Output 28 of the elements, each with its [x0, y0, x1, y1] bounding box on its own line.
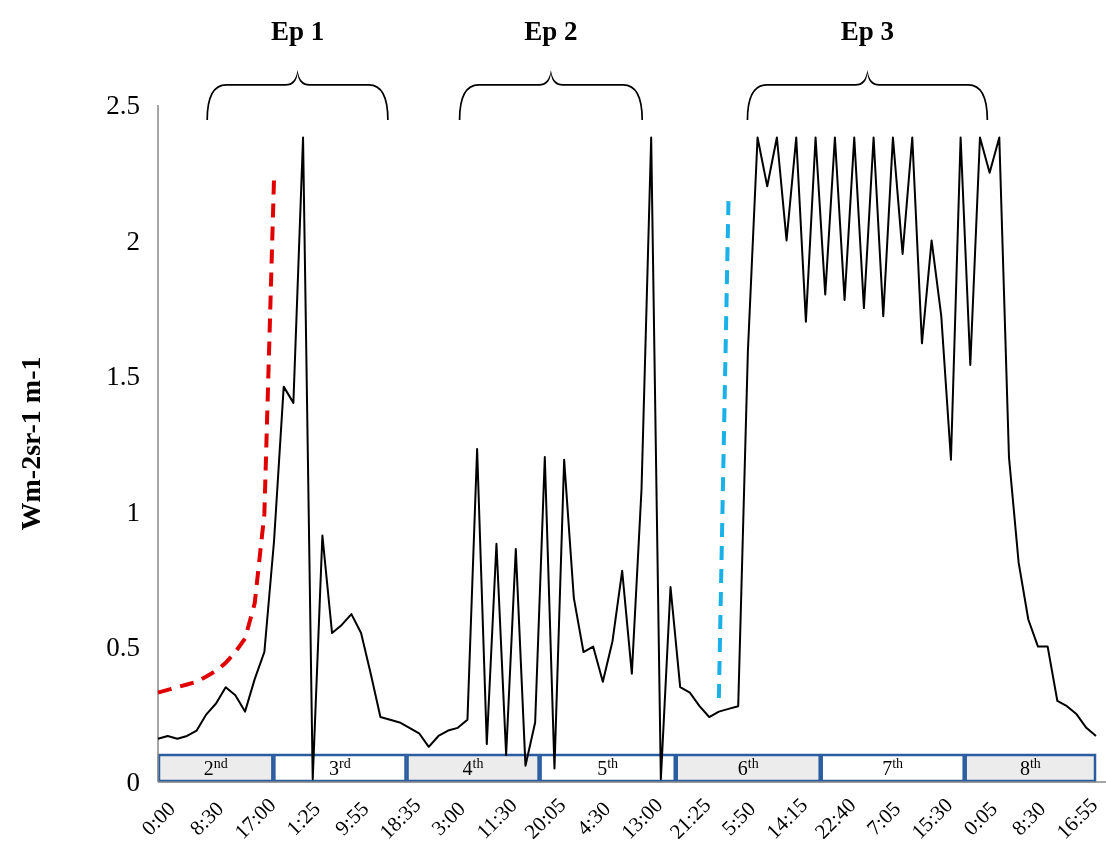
- annotation: 5$^{th}$: [597, 755, 619, 779]
- x-tick-label: 8:30: [1006, 796, 1051, 840]
- x-tick-label: 7:05: [861, 796, 906, 840]
- x-tick-label: 1:25: [281, 796, 325, 840]
- text: Ep 3: [840, 16, 895, 46]
- x-tick-label: 0:00: [136, 796, 180, 840]
- x-tick-label: 3:00: [426, 796, 471, 840]
- y-tick-label: 0.5: [106, 632, 140, 663]
- text: Ep 2: [524, 16, 578, 46]
- x-tick-label: 8:30: [184, 796, 229, 840]
- annotation: 3$^{rd}$: [329, 755, 351, 779]
- annotation: 8$^{th}$: [1019, 755, 1041, 779]
- annotation: 6$^{th}$: [737, 755, 759, 779]
- x-tick-label: 4:30: [571, 796, 616, 840]
- y-tick-label: 1.5: [106, 361, 140, 392]
- y-tick-label: 2: [126, 225, 140, 256]
- text: Ep 1: [270, 16, 325, 46]
- x-tick-label: 5:50: [716, 796, 761, 840]
- line-series: [157, 136, 1097, 781]
- y-tick-label: 1: [126, 496, 140, 527]
- annotation: 2$^{nd}$: [203, 755, 228, 779]
- x-tick-label: 0:05: [958, 796, 1002, 840]
- y-tick-label: 2.5: [106, 90, 140, 121]
- annotation: 4$^{th}$: [462, 755, 484, 779]
- x-tick-label: 9:55: [329, 796, 374, 840]
- y-tick-label: 0: [126, 767, 140, 798]
- y-axis-title: Wm-2sr-1 m-1: [15, 356, 46, 531]
- annotation: 7$^{th}$: [882, 755, 904, 779]
